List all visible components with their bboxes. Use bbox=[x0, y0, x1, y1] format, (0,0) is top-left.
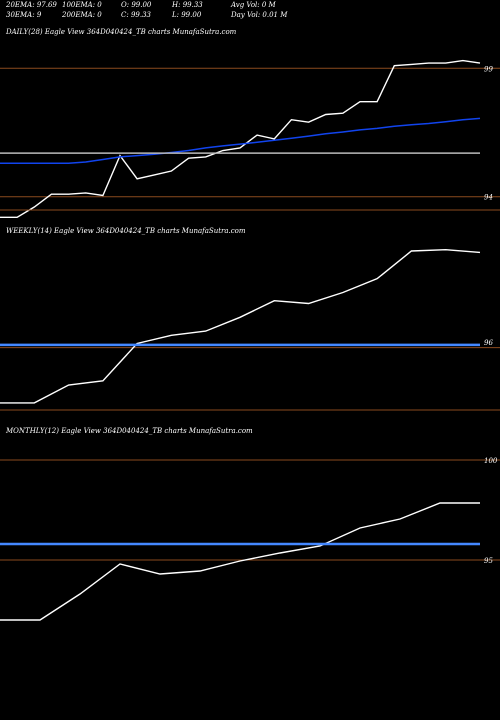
header-high: H: 99.33 bbox=[172, 1, 203, 9]
daily-chart-title: DAILY(28) Eagle View 364D040424_TB chart… bbox=[6, 28, 237, 36]
daily-price-series bbox=[0, 59, 481, 219]
weekly-price-series bbox=[0, 248, 481, 404]
monthly-tick-label-0: 100 bbox=[484, 457, 498, 465]
header-open: O: 99.00 bbox=[121, 1, 152, 9]
monthly-price-series bbox=[0, 502, 480, 621]
header-day-vol: Day Vol: 0.01 M bbox=[231, 11, 288, 19]
header-ema100: 100EMA: 0 bbox=[62, 1, 102, 9]
monthly-tick-label-1: 95 bbox=[484, 557, 493, 565]
monthly-chart-title: MONTHLY(12) Eagle View 364D040424_TB cha… bbox=[6, 427, 253, 435]
header-ema200: 200EMA: 0 bbox=[62, 11, 102, 19]
header-ema20: 20EMA: 97.69 bbox=[6, 1, 57, 9]
weekly-tick-label-0: 96 bbox=[484, 339, 493, 347]
daily-tick-label-0: 99 bbox=[484, 65, 493, 73]
weekly-chart-title: WEEKLY(14) Eagle View 364D040424_TB char… bbox=[6, 227, 246, 235]
header-low: L: 99.00 bbox=[172, 11, 202, 19]
header-avg-vol: Avg Vol: 0 M bbox=[231, 1, 276, 9]
daily-tick-label-1: 94 bbox=[484, 194, 493, 202]
header-ema30: 30EMA: 9 bbox=[6, 11, 42, 19]
daily-ema-series bbox=[0, 117, 481, 165]
header-close: C: 99.33 bbox=[121, 11, 151, 19]
